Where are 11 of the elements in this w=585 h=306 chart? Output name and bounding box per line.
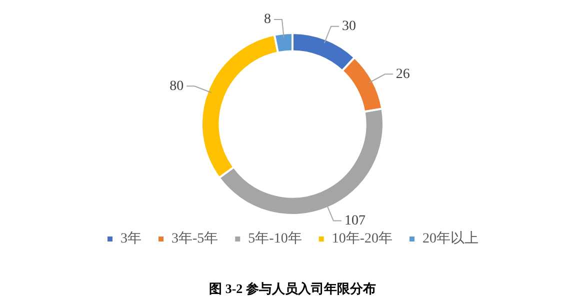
legend-label: 10年-20年 — [332, 230, 393, 247]
data-label: 30 — [342, 18, 356, 34]
data-label: 26 — [396, 66, 410, 82]
data-label: 8 — [264, 12, 272, 28]
legend-label: 3年-5年 — [172, 230, 218, 247]
legend-label: 3年 — [120, 230, 142, 247]
data-label: 107 — [344, 213, 366, 228]
data-label: 80 — [170, 78, 184, 94]
legend-label: 5年-10年 — [248, 230, 302, 247]
caption: 图 3-2 参与人员入司年限分布 — [208, 280, 377, 298]
legend-label: 20年以上 — [422, 230, 478, 247]
